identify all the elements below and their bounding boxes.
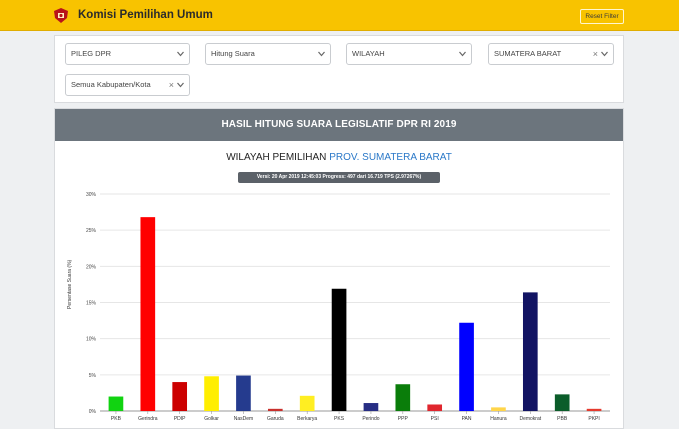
x-tick-label: Berkarya <box>297 416 317 422</box>
bar-hanura <box>491 407 506 411</box>
x-tick-label: PKS <box>334 416 345 422</box>
scope-select-value: WILAYAH <box>352 49 385 58</box>
x-tick-label: PSI <box>431 416 439 422</box>
election-select-value: PILEG DPR <box>71 49 112 58</box>
version-badge: Versi: 20 Apr 2019 12:45:03 Progress: 49… <box>238 172 440 183</box>
bar-pbb <box>554 394 570 411</box>
y-tick-label: 5% <box>89 373 97 379</box>
clear-province-icon[interactable]: × <box>592 49 598 59</box>
chevron-down-icon <box>601 51 608 57</box>
y-tick-label: 30% <box>86 192 97 198</box>
bar-pkpi <box>586 408 602 411</box>
bar-psi <box>427 404 443 411</box>
top-navbar: Komisi Pemilihan Umum Reset Filter <box>0 0 679 31</box>
bar-golkar <box>204 376 219 411</box>
x-tick-label: PAN <box>462 416 472 422</box>
bar-berkarya <box>299 395 315 411</box>
y-tick-label: 25% <box>86 228 97 234</box>
chevron-down-icon <box>459 51 466 57</box>
y-tick-label: 10% <box>86 337 97 343</box>
app-title: Komisi Pemilihan Umum <box>78 9 213 21</box>
bar-nasdem <box>236 375 251 411</box>
results-heading: HASIL HITUNG SUARA LEGISLATIF DPR RI 201… <box>55 109 623 141</box>
y-tick-label: 20% <box>86 264 97 270</box>
province-select-value: SUMATERA BARAT <box>494 49 562 58</box>
chevron-down-icon <box>177 51 184 57</box>
filter-panel: PILEG DPR Hitung Suara WILAYAH SUMATERA … <box>54 35 624 103</box>
x-tick-label: PDIP <box>174 416 186 422</box>
region-title: WILAYAH PEMILIHAN PROV. SUMATERA BARAT <box>55 152 623 163</box>
x-tick-label: Demokrat <box>519 416 541 422</box>
x-tick-label: Perindo <box>362 416 379 422</box>
x-tick-label: PPP <box>398 416 409 422</box>
mode-select-value: Hitung Suara <box>211 49 255 58</box>
y-tick-label: 0% <box>89 409 97 415</box>
region-name-link[interactable]: PROV. SUMATERA BARAT <box>329 152 452 163</box>
vote-bar-chart: 0% 5% 10% 15% 20% 25% 30% PKB Gerindra PDIP Golkar… <box>86 192 610 422</box>
scope-select[interactable]: WILAYAH <box>346 43 472 65</box>
bar-pdip <box>172 382 188 411</box>
bar-pan <box>459 322 474 411</box>
x-tick-label: NasDem <box>234 416 253 422</box>
election-select[interactable]: PILEG DPR <box>65 43 190 65</box>
x-tick-label: PKPI <box>588 416 599 422</box>
bar-ppp <box>395 384 411 411</box>
kpu-logo-icon <box>54 8 68 23</box>
x-tick-label: PKB <box>111 416 122 422</box>
x-tick-label: PBB <box>557 416 568 422</box>
regency-select[interactable]: Semua Kabupaten/Kota × <box>65 74 190 96</box>
region-prefix: WILAYAH PEMILIHAN <box>226 152 327 163</box>
bar-gerindra <box>140 217 156 411</box>
x-tick-label: Garuda <box>267 416 284 422</box>
mode-select[interactable]: Hitung Suara <box>205 43 331 65</box>
y-tick-label: 15% <box>86 301 97 307</box>
bar-garuda <box>267 408 283 411</box>
x-tick-label: Gerindra <box>138 416 158 422</box>
x-tick-label: Hanura <box>490 416 507 422</box>
clear-regency-icon[interactable]: × <box>168 80 174 90</box>
reset-filter-button[interactable]: Reset Filter <box>580 9 624 24</box>
results-card: HASIL HITUNG SUARA LEGISLATIF DPR RI 201… <box>54 108 624 429</box>
chevron-down-icon <box>177 82 184 88</box>
bar-pkb <box>108 396 124 411</box>
x-tick-label: Golkar <box>204 416 219 422</box>
bar-perindo <box>363 403 379 411</box>
bar-pks <box>331 288 347 411</box>
bar-demokrat <box>522 292 538 411</box>
chevron-down-icon <box>318 51 325 57</box>
regency-select-value: Semua Kabupaten/Kota <box>71 80 151 89</box>
province-select[interactable]: SUMATERA BARAT × <box>488 43 614 65</box>
